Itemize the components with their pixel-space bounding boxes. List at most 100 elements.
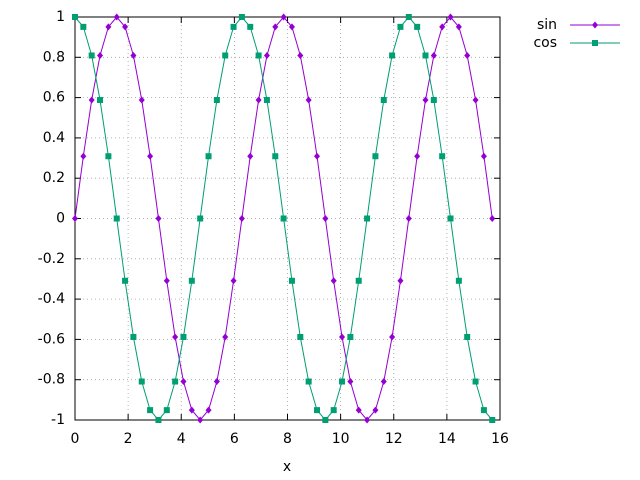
y-tick-label: -0.4 [38, 291, 65, 307]
data-point [422, 52, 429, 59]
data-point [430, 51, 437, 59]
y-tick-label: 0 [56, 211, 65, 227]
data-point [464, 51, 471, 59]
legend-label: cos [533, 35, 557, 51]
data-point [80, 23, 87, 30]
data-point [422, 96, 429, 104]
data-point [364, 215, 371, 222]
data-point [314, 152, 321, 160]
y-tick-label: 0.4 [43, 130, 65, 146]
y-tick-label: -1 [51, 412, 65, 428]
x-tick-label: 16 [491, 431, 509, 447]
data-point [213, 378, 220, 386]
data-point [197, 416, 204, 424]
data-point [364, 416, 371, 424]
data-point [130, 51, 137, 59]
data-point [439, 23, 446, 31]
x-tick-label: 12 [385, 431, 403, 447]
data-point [288, 23, 295, 31]
data-point [238, 14, 245, 20]
data-point [355, 406, 362, 414]
data-point [339, 378, 346, 385]
data-point [480, 407, 487, 414]
data-point [280, 13, 287, 21]
data-point [480, 152, 487, 160]
data-point [380, 97, 387, 104]
data-point [255, 96, 262, 104]
data-point [205, 406, 212, 414]
data-point [347, 333, 354, 340]
data-point [305, 96, 312, 104]
data-point [172, 333, 179, 341]
x-tick-label: 10 [332, 431, 350, 447]
data-point [188, 277, 195, 284]
data-point [122, 277, 129, 284]
data-point [330, 407, 337, 414]
x-tick-label: 6 [230, 431, 239, 447]
data-point [97, 51, 104, 59]
data-point [113, 13, 120, 21]
data-point [263, 51, 270, 59]
y-tick-label: -0.6 [38, 331, 65, 347]
data-point [188, 406, 195, 414]
data-point [339, 333, 346, 341]
y-tick-label: 1 [56, 9, 65, 25]
data-point [197, 215, 204, 222]
data-point [297, 333, 304, 340]
data-point [255, 52, 262, 59]
data-point [222, 52, 229, 59]
data-point [414, 152, 421, 160]
data-point [464, 333, 471, 340]
data-point [155, 417, 162, 423]
data-point [138, 378, 145, 385]
data-point [322, 215, 329, 222]
data-point [489, 215, 496, 222]
data-point [222, 333, 229, 341]
x-axis-label: x [283, 459, 291, 475]
legend-label: sin [537, 17, 557, 33]
data-point [447, 215, 454, 222]
data-point [238, 215, 245, 222]
data-point [155, 215, 162, 222]
data-point [380, 378, 387, 386]
data-point [88, 96, 95, 104]
data-point [372, 153, 379, 160]
data-point [230, 23, 237, 30]
data-point [263, 97, 270, 104]
data-point [489, 417, 496, 423]
data-point [105, 153, 112, 160]
x-tick-label: 0 [71, 431, 80, 447]
data-point [288, 277, 295, 284]
x-tick-label: 8 [283, 431, 292, 447]
data-point [280, 215, 287, 222]
data-point [172, 378, 179, 385]
y-tick-label: -0.8 [38, 372, 65, 388]
data-point [88, 52, 95, 59]
data-point [130, 333, 137, 340]
data-point [405, 215, 412, 222]
y-tick-label: -0.2 [38, 251, 65, 267]
x-tick-label: 4 [177, 431, 186, 447]
x-tick-label: 2 [124, 431, 133, 447]
data-point [414, 23, 421, 30]
data-point [247, 152, 254, 160]
data-point [372, 406, 379, 414]
data-point [347, 378, 354, 386]
y-tick-label: 0.2 [43, 170, 65, 186]
data-point [97, 97, 104, 104]
data-point [147, 407, 154, 414]
data-point [472, 378, 479, 385]
data-point [405, 14, 412, 20]
data-point [138, 96, 145, 104]
data-point [322, 417, 329, 423]
data-point [430, 97, 437, 104]
y-tick-label: 0.8 [43, 49, 65, 65]
data-point [272, 23, 279, 31]
data-point [180, 378, 187, 386]
data-point [439, 153, 446, 160]
data-point [180, 333, 187, 340]
data-point [397, 277, 404, 285]
data-point [272, 153, 279, 160]
data-point [80, 152, 87, 160]
